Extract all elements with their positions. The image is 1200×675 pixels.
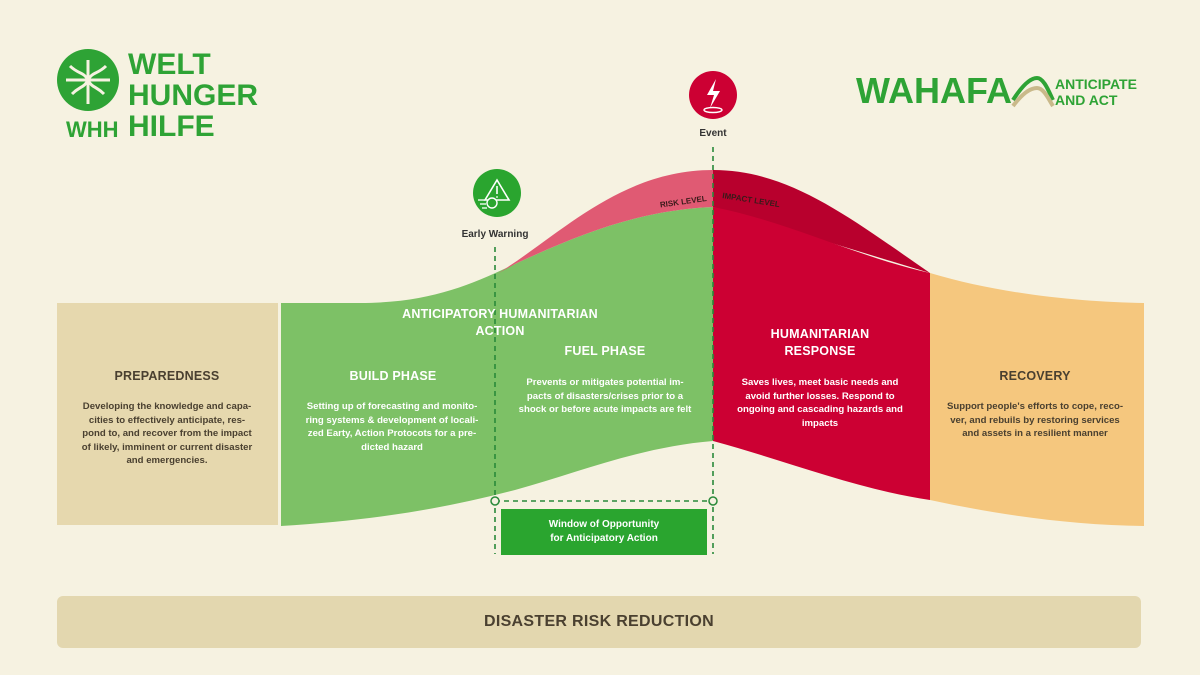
whh-abbrev: WHH <box>66 117 119 142</box>
fuel-phase-text: Prevents or mitigates potential im-pacts… <box>518 377 692 415</box>
humanitarian-response-shape <box>713 207 930 500</box>
impact-level-band <box>713 170 930 273</box>
whh-logo-icon <box>57 49 119 111</box>
anticipatory-action-shape <box>281 207 713 526</box>
anticipatory-title-line2: ACTION <box>475 324 525 338</box>
preparedness-title: PREPAREDNESS <box>114 369 220 383</box>
recovery-shape <box>930 273 1144 526</box>
whh-name-line1: WELT <box>128 48 211 81</box>
anticipatory-title-line1: ANTICIPATORY HUMANITARIAN <box>402 307 598 321</box>
early-warning-point <box>490 496 500 506</box>
risk-level-band <box>497 170 713 274</box>
build-phase-title: BUILD PHASE <box>349 369 437 383</box>
fuel-phase-title: FUEL PHASE <box>564 344 646 358</box>
disaster-risk-reduction-title: DISASTER RISK REDUCTION <box>483 613 715 630</box>
wahafa-name: WAHAFA <box>856 70 1012 111</box>
recovery-title: RECOVERY <box>999 369 1071 383</box>
wahafa-tagline-line2: AND ACT <box>1055 92 1118 108</box>
window-of-opportunity-box: Window of Opportunity for Anticipatory A… <box>501 509 707 555</box>
whh-name-line2: HUNGER <box>128 79 259 112</box>
event-icon <box>689 71 737 119</box>
whh-name-line3: HILFE <box>128 110 215 143</box>
humanitarian-title-line2: RESPONSE <box>784 344 856 358</box>
wahafa-tagline-line1: ANTICIPATE <box>1055 76 1137 92</box>
early-warning-label: Early Warning <box>461 229 529 240</box>
wahafa-logo-icon <box>1011 75 1055 108</box>
event-label: Event <box>699 128 727 139</box>
early-warning-icon <box>473 169 521 217</box>
window-line1: Window of Opportunity <box>548 519 660 530</box>
disaster-risk-reduction-band: DISASTER RISK REDUCTION <box>57 596 1141 648</box>
window-line2: for Anticipatory Action <box>550 533 658 544</box>
humanitarian-text: Saves lives, meet basic needs and avoid … <box>737 377 903 429</box>
build-phase-text: Setting up of forecasting and monito-rin… <box>305 401 479 453</box>
preparedness-text: Developing the knowledge and capa-cities… <box>81 401 253 466</box>
event-point <box>708 496 718 506</box>
humanitarian-title-line1: HUMANITARIAN <box>770 327 870 341</box>
preparedness-block <box>57 303 278 525</box>
recovery-text: Support people's efforts to cope, reco-v… <box>946 401 1124 439</box>
